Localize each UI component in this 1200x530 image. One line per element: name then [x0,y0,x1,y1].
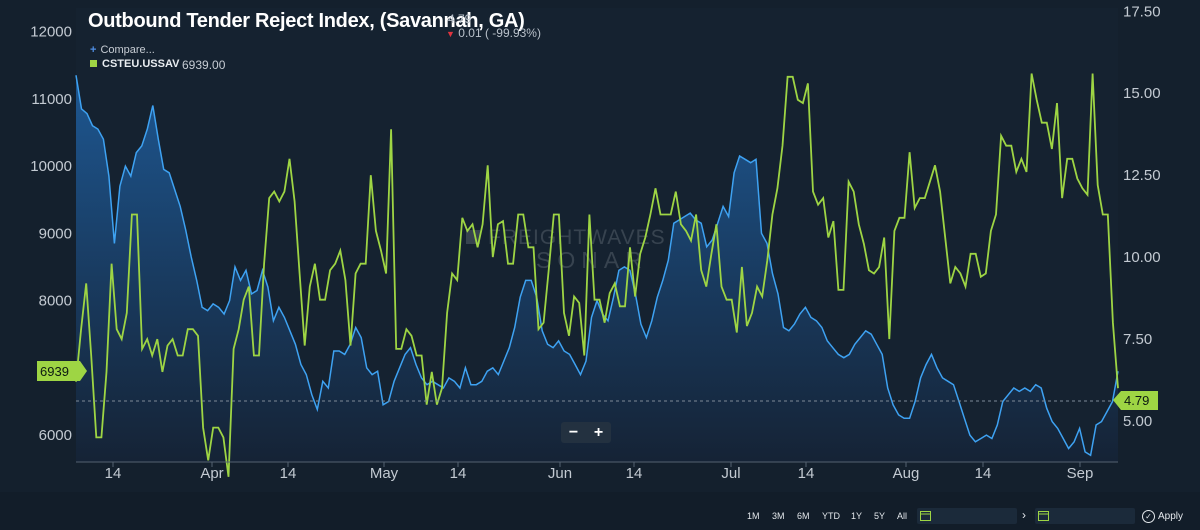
right-last-value-tag: 4.79 [1113,391,1158,410]
right-axis-tick: 17.50 [1123,3,1161,20]
chart-header: Outbound Tender Reject Index, (Savannah,… [88,10,525,33]
right-axis-tick: 10.00 [1123,249,1161,266]
right-axis-tick: 7.50 [1123,331,1152,348]
zoom-out-button[interactable]: − [568,423,579,441]
left-axis: 6000700080009000100001100012000 [30,24,72,445]
zoom-in-button[interactable]: + [593,423,604,441]
last-value: 4.79 [448,12,472,26]
x-axis-tick: Apr [200,465,223,482]
x-axis-tick: 14 [798,465,815,482]
chart-title: Outbound Tender Reject Index, (Savannah,… [88,10,525,32]
x-axis-tick: 14 [280,465,297,482]
start-date-input[interactable] [917,508,1017,524]
right-axis-tick: 5.00 [1123,413,1152,430]
change-indicator: ▼ 0.01 ( -99.93%) [446,26,541,40]
x-axis-tick: 14 [975,465,992,482]
zoom-controls: − + [561,422,611,443]
left-axis-tick: 12000 [30,24,72,41]
x-axis-tick: Aug [893,465,920,482]
left-axis-tick: 8000 [39,293,72,310]
range-ytd-button[interactable]: YTD [822,511,840,521]
end-date-input[interactable] [1035,508,1135,524]
apply-label: Apply [1158,511,1184,522]
compare-label: Compare... [100,44,155,56]
watermark-brand: FREIGHTWAVES [488,226,666,249]
calendar-icon [1038,511,1049,521]
series-current-value: 6939.00 [182,58,226,72]
series-color-swatch [90,60,97,67]
range-toolbar: 1M 3M 6M YTD 1Y 5Y All › ✓ Apply [0,492,1200,530]
left-axis-tick: 11000 [31,91,72,108]
compare-link[interactable]: + Compare... [90,44,155,56]
range-all-button[interactable]: All [897,511,908,521]
x-axis-tick: 14 [105,465,122,482]
series-ticker: CSTEU.USSAV [102,58,180,70]
check-icon: ✓ [1142,510,1155,523]
right-axis-tick: 15.00 [1123,85,1161,102]
x-axis-tick: May [370,465,399,482]
x-axis-tick: Jul [721,465,740,482]
range-1m-button[interactable]: 1M [747,511,760,521]
apply-button[interactable]: ✓ Apply [1142,510,1183,523]
x-axis: 14 Apr 14 May 14 Jun 14 Jul 14 Aug 14 Sep [105,462,1094,482]
range-1y-button[interactable]: 1Y [851,511,863,521]
x-axis-tick: 14 [450,465,467,482]
series-legend[interactable]: CSTEU.USSAV 6939.00 [90,58,225,72]
right-last-value-label: 4.79 [1124,393,1149,408]
left-last-value-tag: 6939 [37,361,87,381]
tender-reject-line [75,73,1119,477]
left-last-value-label: 6939 [40,364,69,379]
volume-area [76,75,1118,463]
plus-icon: + [90,44,97,56]
change-text: 0.01 ( -99.93%) [458,26,541,40]
chevron-right-icon: › [1022,508,1026,522]
calendar-icon [920,511,931,521]
range-6m-button[interactable]: 6M [797,511,810,521]
left-axis-tick: 9000 [39,225,72,242]
right-axis: 5.00 7.50 10.00 12.50 15.00 17.50 [1123,3,1161,430]
x-axis-tick: Sep [1067,465,1094,482]
left-axis-tick: 10000 [30,158,72,175]
range-5y-button[interactable]: 5Y [874,511,886,521]
down-triangle-icon: ▼ [446,29,455,39]
left-axis-tick: 6000 [39,427,72,444]
range-3m-button[interactable]: 3M [772,511,785,521]
x-axis-tick: 14 [626,465,643,482]
right-axis-tick: 12.50 [1123,167,1161,184]
x-axis-tick: Jun [548,465,572,482]
